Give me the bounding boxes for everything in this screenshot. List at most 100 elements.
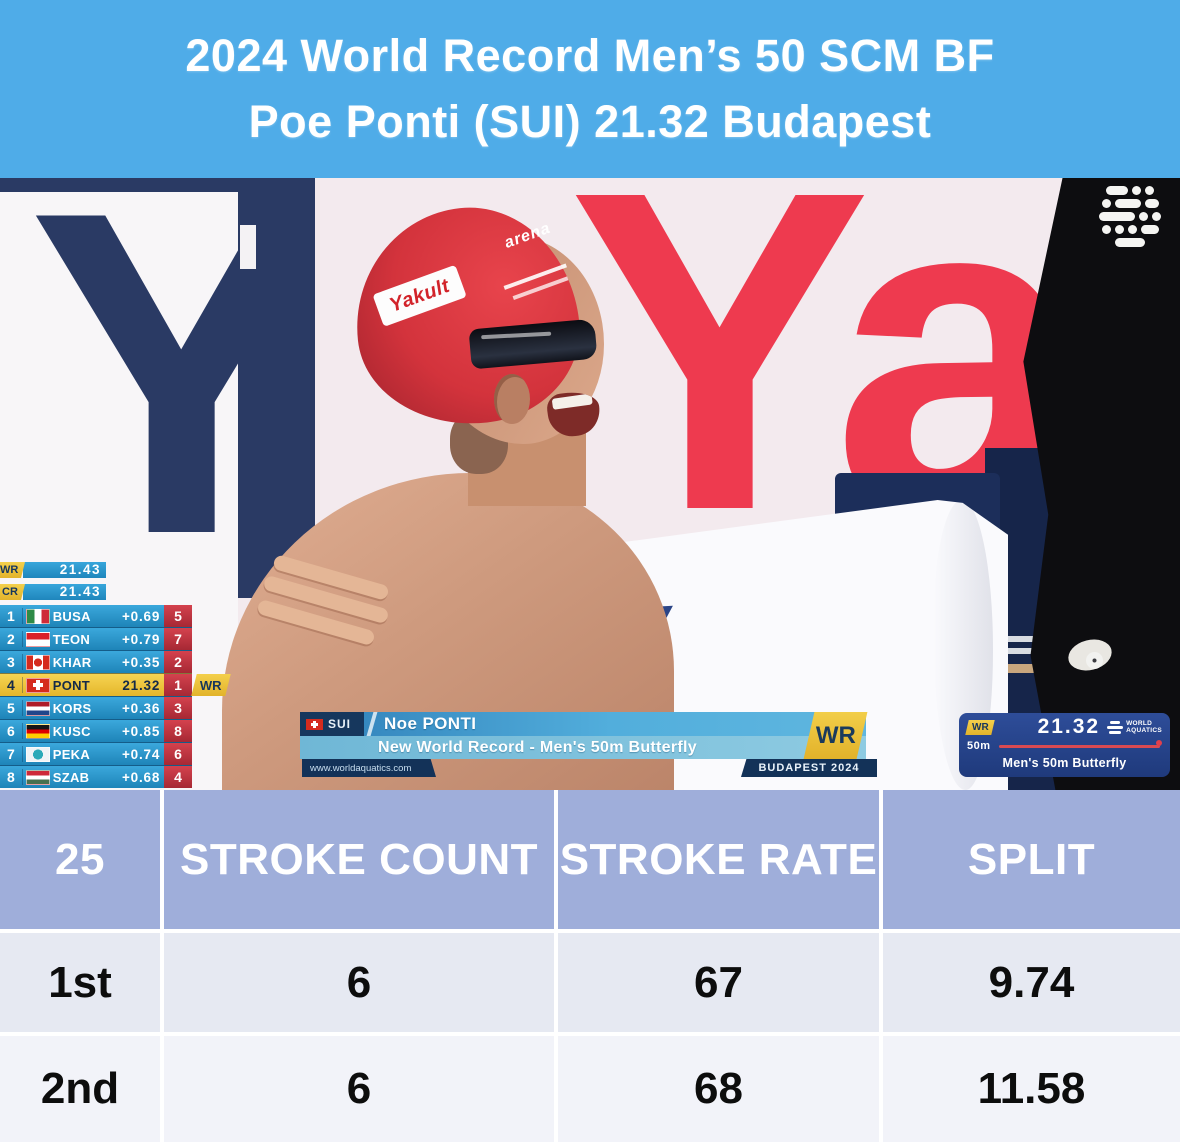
rank: 4 xyxy=(0,677,23,693)
rank: 7 xyxy=(0,746,23,762)
lane-number: 7 xyxy=(164,628,192,650)
leaderboard-row: 1 BUSA +0.69 5 xyxy=(0,605,192,627)
gap-time: +0.36 xyxy=(121,700,161,716)
leaderboard-row: 3 KHAR +0.35 2 xyxy=(0,650,192,673)
lane-number: 4 xyxy=(164,766,192,788)
backdrop-navy-panel xyxy=(238,178,315,598)
country-code: SUI xyxy=(328,717,352,731)
netherlands-flag-icon xyxy=(25,700,50,716)
row1-stroke-count: 6 xyxy=(164,933,554,1032)
cap-brand-text: arena xyxy=(502,219,554,252)
timing-top-row: WR 21.32 WORLD AQUATICS xyxy=(965,715,1162,738)
official-silhouette xyxy=(1023,178,1180,790)
gap-time: +0.85 xyxy=(121,723,161,739)
neutral-flag-icon xyxy=(25,746,50,762)
org-line-1: WORLD xyxy=(1126,720,1153,727)
wr-time: 21.43 xyxy=(23,562,106,578)
world-aquatics-dots-logo-icon xyxy=(1086,186,1174,251)
championship-record-bar: CR 21.43 xyxy=(0,584,106,600)
swimmer-code: PONT xyxy=(52,677,91,693)
lower-third-bar: SUI Noe PONTI New World Record - Men's 5… xyxy=(300,712,868,759)
swimmer-code: KUSC xyxy=(52,723,91,739)
lane-number: 5 xyxy=(164,605,192,627)
title-banner: 2024 World Record Men’s 50 SCM BF Poe Po… xyxy=(0,0,1180,178)
header-stroke-rate: STROKE RATE xyxy=(558,790,879,929)
row2-split: 11.58 xyxy=(883,1036,1180,1142)
wr-row-tag: WR xyxy=(191,674,231,696)
backdrop-top-strip xyxy=(0,178,238,192)
event-name: Men's 50m Butterfly xyxy=(1002,756,1127,770)
distance-label: 50m xyxy=(967,740,991,752)
gap-time: +0.69 xyxy=(121,608,161,624)
cr-time: 21.43 xyxy=(23,584,106,600)
athlete-name: Noe PONTI xyxy=(384,714,477,733)
wr-badge-label: WR xyxy=(971,721,989,733)
title-line-1: 2024 World Record Men’s 50 SCM BF xyxy=(185,30,995,81)
progress-dot xyxy=(1156,739,1162,746)
rank: 3 xyxy=(0,654,23,670)
video-frame: Y Ya NY Yakult arena xyxy=(0,178,1180,790)
swimmer-code: SZAB xyxy=(52,769,90,785)
website-strip: www.worldaquatics.com xyxy=(302,759,436,777)
website-url: www.worldaquatics.com xyxy=(310,762,412,774)
lane-number: 6 xyxy=(164,743,192,765)
row1-length: 1st xyxy=(0,933,160,1032)
lane-number: 8 xyxy=(164,720,192,742)
canada-flag-icon xyxy=(25,654,50,670)
lower-third-subtitle-row: New World Record - Men's 50m Butterfly xyxy=(300,736,866,759)
rank: 2 xyxy=(0,631,23,647)
leaderboard-row: 2 TEON +0.79 7 xyxy=(0,627,192,650)
row1-split: 9.74 xyxy=(883,933,1180,1032)
progress-row: 50m xyxy=(967,738,1162,754)
floor-bar xyxy=(992,664,1066,673)
gap-time: +0.79 xyxy=(121,631,161,647)
cr-tag-label: CR xyxy=(1,586,18,598)
swimmer-code: KORS xyxy=(52,700,92,716)
world-record-bar: WR 21.43 xyxy=(0,562,106,578)
wr-tag-label: WR xyxy=(0,564,19,576)
gap-time: +0.35 xyxy=(121,654,161,670)
slash-divider xyxy=(366,712,378,736)
swimmer-code: TEON xyxy=(52,631,91,647)
backdrop-left-letter: Y xyxy=(28,178,238,630)
leaderboard-row: 5 KORS +0.36 3 xyxy=(0,696,192,719)
progress-line xyxy=(998,739,1162,748)
lower-third-name-row: SUI Noe PONTI xyxy=(300,712,866,736)
cap-sponsor-text: Yakult xyxy=(386,274,453,317)
singapore-flag-icon xyxy=(25,631,50,647)
header-stroke-count: STROKE COUNT xyxy=(164,790,554,929)
record-time: 21.32 xyxy=(1037,715,1101,738)
country-box: SUI xyxy=(300,712,364,736)
wr-tag: WR xyxy=(0,562,25,578)
row1-stroke-rate: 67 xyxy=(558,933,879,1032)
event-label: BUDAPEST 2024 xyxy=(758,762,860,774)
world-aquatics-logo-icon xyxy=(1106,720,1123,734)
timing-box: WR 21.32 WORLD AQUATICS 50m Men's 50m Bu… xyxy=(959,713,1170,777)
title-line-2: Poe Ponti (SUI) 21.32 Budapest xyxy=(248,96,932,147)
cr-tag: CR xyxy=(0,584,25,600)
lane-number: 2 xyxy=(164,651,192,673)
rank: 6 xyxy=(0,723,23,739)
swimmer-code: PEKA xyxy=(52,746,91,762)
italy-flag-icon xyxy=(25,608,50,624)
world-aquatics-wordmark: WORLD AQUATICS xyxy=(1126,720,1162,734)
leaderboard-row: 8 SZAB +0.68 4 xyxy=(0,765,192,788)
lane-number: 3 xyxy=(164,697,192,719)
goggles-glint xyxy=(481,331,552,340)
row2-stroke-rate: 68 xyxy=(558,1036,879,1142)
event-strip: BUDAPEST 2024 xyxy=(741,759,877,777)
rank: 5 xyxy=(0,700,23,716)
lane-number: 1 xyxy=(164,674,192,696)
wr-badge-label: WR xyxy=(815,721,856,749)
leaderboard-row: 6 KUSC +0.85 8 xyxy=(0,719,192,742)
org-line-2: AQUATICS xyxy=(1126,727,1162,734)
wr-badge: WR xyxy=(965,719,995,735)
record-subtitle: New World Record - Men's 50m Butterfly xyxy=(378,738,697,756)
germany-flag-icon xyxy=(25,723,50,739)
header-25: 25 xyxy=(0,790,160,929)
row2-stroke-count: 6 xyxy=(164,1036,554,1142)
rank: 8 xyxy=(0,769,23,785)
row2-length: 2nd xyxy=(0,1036,160,1142)
hungary-flag-icon xyxy=(25,769,50,785)
